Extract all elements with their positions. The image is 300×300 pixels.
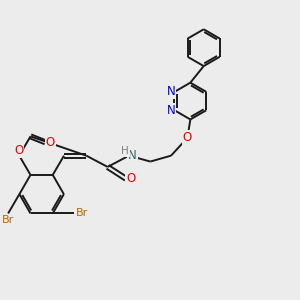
Text: Br: Br <box>2 215 14 225</box>
Text: O: O <box>126 172 136 185</box>
Text: O: O <box>14 144 23 157</box>
Text: N: N <box>167 104 175 117</box>
Text: O: O <box>183 131 192 144</box>
Text: N: N <box>167 85 175 98</box>
Text: O: O <box>46 136 55 149</box>
Text: H: H <box>121 146 129 156</box>
Text: Br: Br <box>76 208 88 218</box>
Text: N: N <box>128 148 137 161</box>
